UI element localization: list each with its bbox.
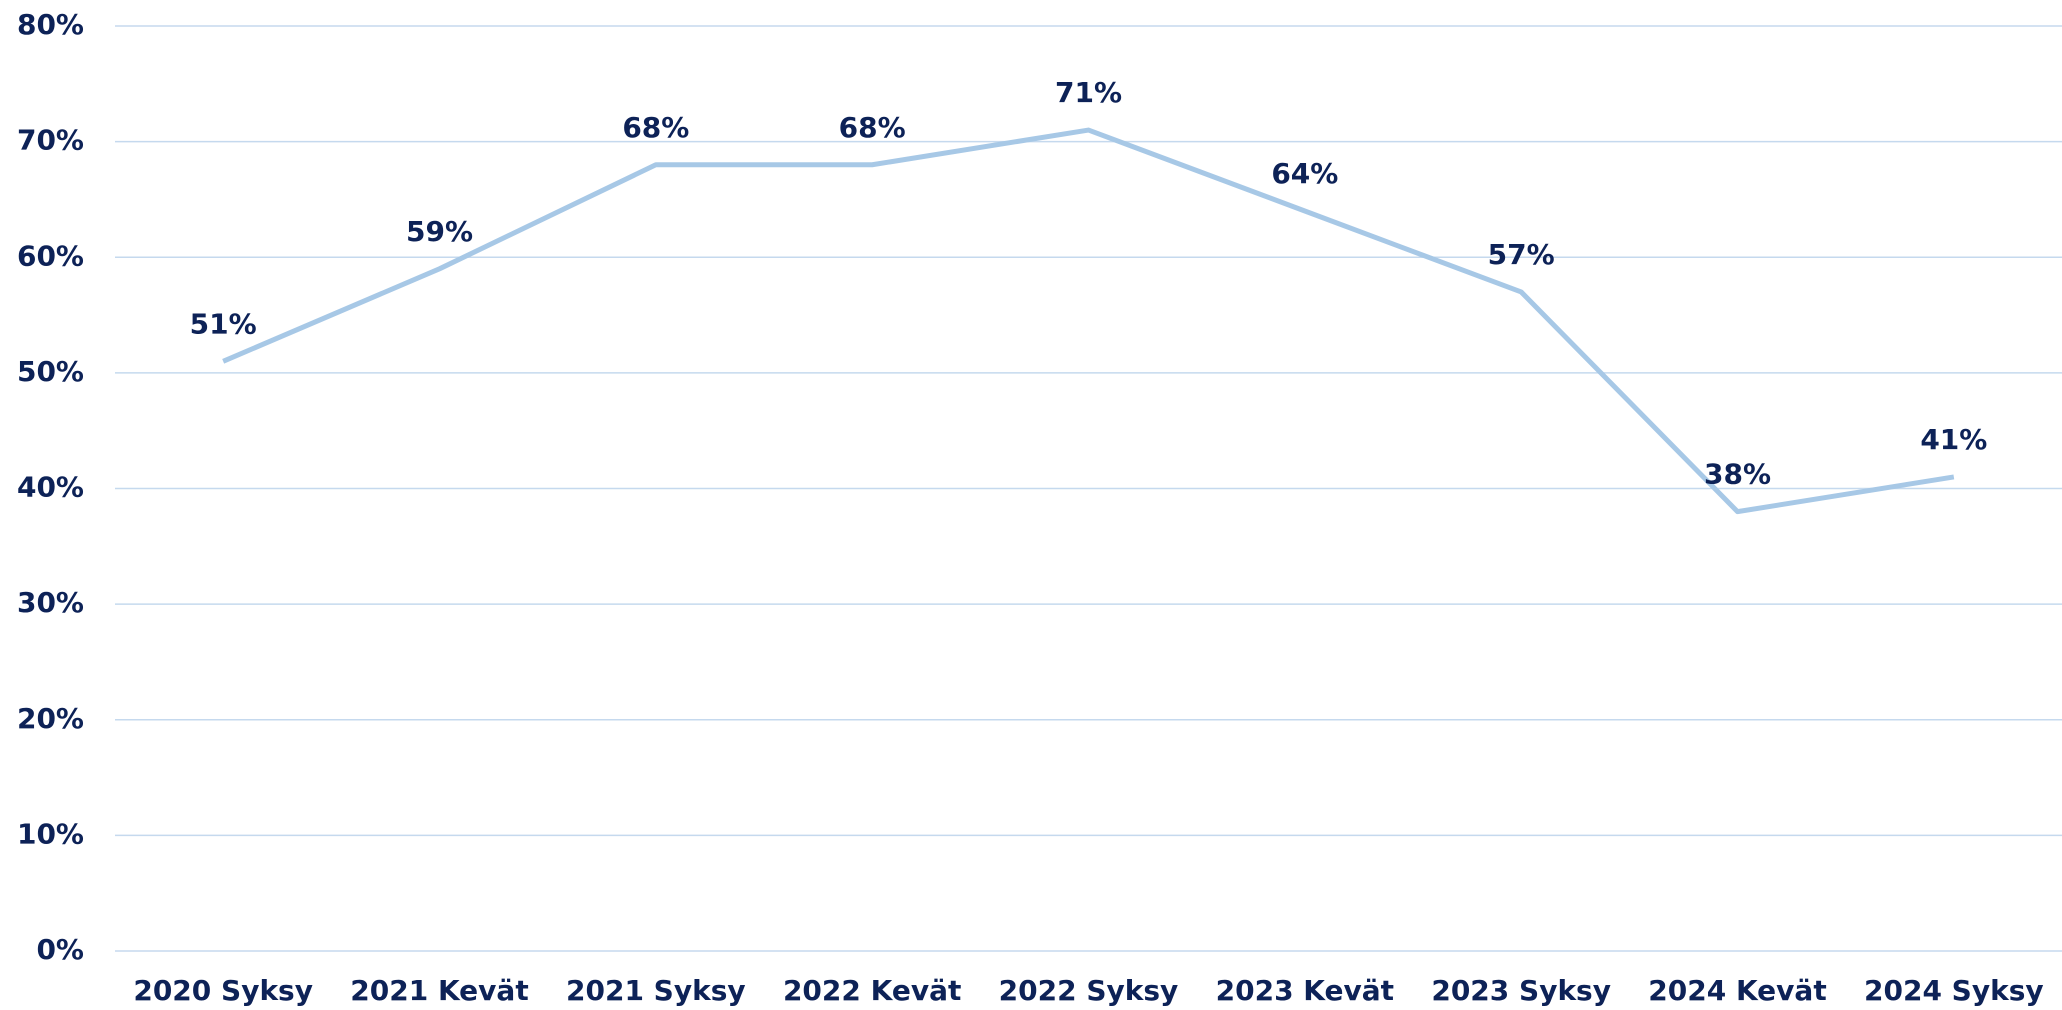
y-tick-label: 0% — [36, 933, 84, 966]
x-tick-label: 2022 Kevät — [783, 974, 961, 1007]
y-tick-label: 40% — [17, 471, 84, 504]
data-label: 59% — [406, 215, 473, 248]
data-label: 41% — [1920, 423, 1987, 456]
x-tick-label: 2024 Syksy — [1864, 974, 2044, 1007]
data-label: 71% — [1055, 76, 1122, 109]
data-label: 68% — [622, 111, 689, 144]
y-tick-label: 30% — [17, 586, 84, 619]
y-tick-label: 60% — [17, 239, 84, 272]
data-label: 57% — [1488, 238, 1555, 271]
x-tick-label: 2023 Syksy — [1431, 974, 1611, 1007]
y-tick-label: 10% — [17, 817, 84, 850]
y-tick-label: 70% — [17, 124, 84, 157]
data-label: 38% — [1704, 458, 1771, 491]
x-tick-label: 2021 Kevät — [350, 974, 528, 1007]
y-tick-label: 50% — [17, 355, 84, 388]
y-tick-label: 80% — [17, 8, 84, 41]
data-label: 68% — [839, 111, 906, 144]
data-label: 64% — [1271, 157, 1338, 190]
line — [222, 127, 1955, 515]
y-tick-label: 20% — [17, 702, 84, 735]
data-label: 51% — [190, 307, 257, 340]
x-tick-label: 2023 Kevät — [1216, 974, 1394, 1007]
x-tick-label: 2024 Kevät — [1648, 974, 1826, 1007]
x-tick-label: 2020 Syksy — [133, 974, 313, 1007]
x-tick-label: 2022 Syksy — [999, 974, 1179, 1007]
x-tick-label: 2021 Syksy — [566, 974, 746, 1007]
